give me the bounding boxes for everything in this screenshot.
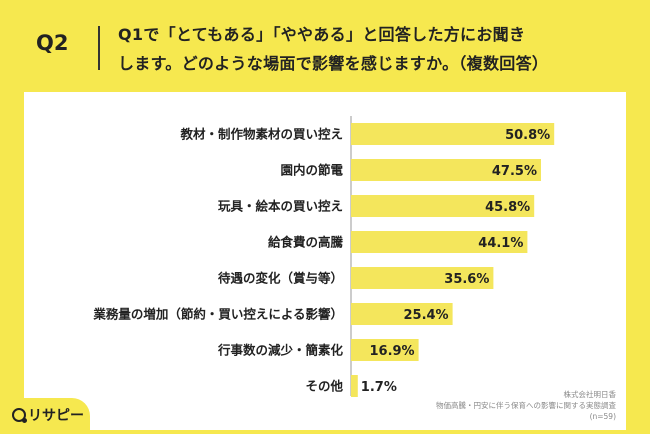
category-label: 教材・制作物素材の買い控え (179, 127, 343, 142)
chart-panel: 教材・制作物素材の買い控え 50.8% 園内の節電 47.5% 玩具・絵本の買い控え 45… (24, 92, 626, 430)
category-label: その他 (305, 379, 343, 394)
value-label: 50.8% (505, 128, 550, 143)
source-survey: 物価高騰・円安に伴う保育への影響に関する実態調査 (436, 401, 616, 410)
value-label: 16.9% (369, 344, 414, 359)
brand-logo: リサピー (0, 398, 90, 434)
category-label: 待遇の変化（賞与等） (218, 271, 343, 286)
question-text: Q1で「とてもある」「ややある」と回答した方にお聞き します。どのような場面で影… (118, 20, 618, 78)
bar (351, 159, 541, 181)
category-label: 給食費の高騰 (268, 235, 344, 250)
question-number: Q2 (36, 31, 69, 55)
category-label: 行事数の減少・簡素化 (217, 343, 344, 358)
category-label: 玩具・絵本の買い控え (218, 199, 343, 214)
bar (351, 195, 535, 217)
value-label: 1.7% (361, 380, 397, 395)
bar (351, 267, 494, 289)
bar (351, 123, 555, 145)
bar-chart: 教材・制作物素材の買い控え 50.8% 園内の節電 47.5% 玩具・絵本の買い控え 45… (92, 116, 555, 397)
category-label: 業務量の増加（節約・買い控えによる影響） (92, 307, 343, 322)
question-line-1: Q1で「とてもある」「ややある」と回答した方にお聞き (118, 25, 526, 44)
category-label: 園内の節電 (280, 163, 343, 178)
value-label: 35.6% (444, 272, 489, 287)
question-line-2: します。どのような場面で影響を感じますか。（複数回答） (118, 54, 549, 73)
value-label: 25.4% (403, 308, 448, 323)
header-divider (98, 26, 100, 70)
value-label: 45.8% (485, 200, 530, 215)
source-sample-size: (n=59) (589, 412, 616, 421)
brand-name: リサピー (28, 408, 84, 424)
bar (351, 303, 453, 325)
value-label: 47.5% (492, 164, 537, 179)
header: Q2 Q1で「とてもある」「ややある」と回答した方にお聞き します。どのような場… (0, 0, 650, 90)
source-note: 株式会社明日香 物価高騰・円安に伴う保育への影響に関する実態調査 (n=59) (436, 389, 616, 422)
value-label: 44.1% (478, 236, 523, 251)
source-company: 株式会社明日香 (563, 390, 617, 399)
bar (351, 339, 419, 361)
bar (351, 231, 528, 253)
search-icon (12, 408, 27, 423)
bar (351, 375, 358, 397)
